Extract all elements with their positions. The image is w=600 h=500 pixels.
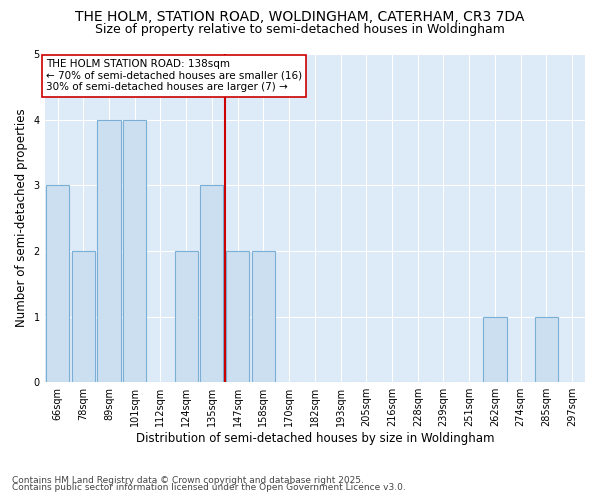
Text: THE HOLM, STATION ROAD, WOLDINGHAM, CATERHAM, CR3 7DA: THE HOLM, STATION ROAD, WOLDINGHAM, CATE… bbox=[76, 10, 524, 24]
Bar bbox=[535, 316, 558, 382]
Text: THE HOLM STATION ROAD: 138sqm
← 70% of semi-detached houses are smaller (16)
30%: THE HOLM STATION ROAD: 138sqm ← 70% of s… bbox=[46, 60, 302, 92]
Text: Size of property relative to semi-detached houses in Woldingham: Size of property relative to semi-detach… bbox=[95, 22, 505, 36]
Bar bbox=[175, 251, 198, 382]
Bar bbox=[484, 316, 506, 382]
Bar bbox=[71, 251, 95, 382]
X-axis label: Distribution of semi-detached houses by size in Woldingham: Distribution of semi-detached houses by … bbox=[136, 432, 494, 445]
Y-axis label: Number of semi-detached properties: Number of semi-detached properties bbox=[15, 109, 28, 328]
Text: Contains HM Land Registry data © Crown copyright and database right 2025.: Contains HM Land Registry data © Crown c… bbox=[12, 476, 364, 485]
Text: Contains public sector information licensed under the Open Government Licence v3: Contains public sector information licen… bbox=[12, 484, 406, 492]
Bar bbox=[97, 120, 121, 382]
Bar bbox=[226, 251, 249, 382]
Bar bbox=[46, 186, 69, 382]
Bar bbox=[252, 251, 275, 382]
Bar bbox=[200, 186, 223, 382]
Bar bbox=[123, 120, 146, 382]
